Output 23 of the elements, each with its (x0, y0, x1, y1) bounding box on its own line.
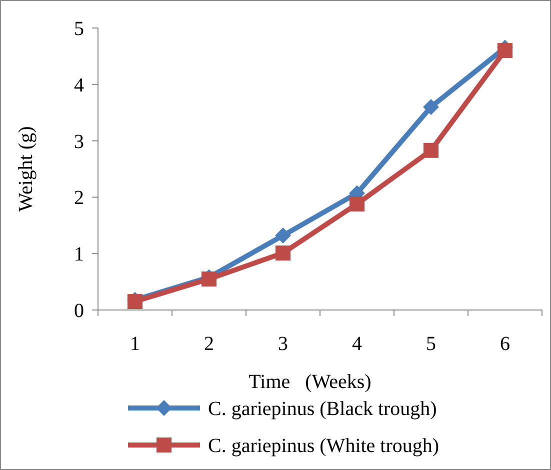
x-axis-title: Time (Weeks) (248, 371, 372, 393)
x-tick-label: 5 (426, 333, 436, 355)
y-tick-label: 1 (74, 244, 84, 266)
y-tick-label: 4 (74, 74, 84, 96)
x-tick-label: 2 (204, 333, 214, 355)
y-tick-label: 5 (74, 18, 84, 40)
y-tick-label: 0 (74, 300, 84, 322)
legend-label: C. gariepinus (Black trough) (208, 398, 437, 420)
point (423, 98, 439, 115)
legend-label: C. gariepinus (White trough) (208, 435, 440, 457)
x-tick-label: 6 (500, 333, 510, 355)
y-axis-title: Weight (g) (15, 126, 37, 212)
point (276, 246, 290, 261)
point (128, 294, 142, 310)
x-tick-label: 4 (352, 333, 362, 355)
point (350, 196, 364, 212)
y-tick-label: 3 (74, 130, 84, 153)
point (498, 43, 512, 58)
x-tick-label: 1 (130, 333, 140, 355)
point (424, 142, 438, 158)
point (275, 228, 291, 244)
y-tick-label: 2 (74, 187, 84, 210)
x-tick-label: 3 (278, 333, 288, 355)
